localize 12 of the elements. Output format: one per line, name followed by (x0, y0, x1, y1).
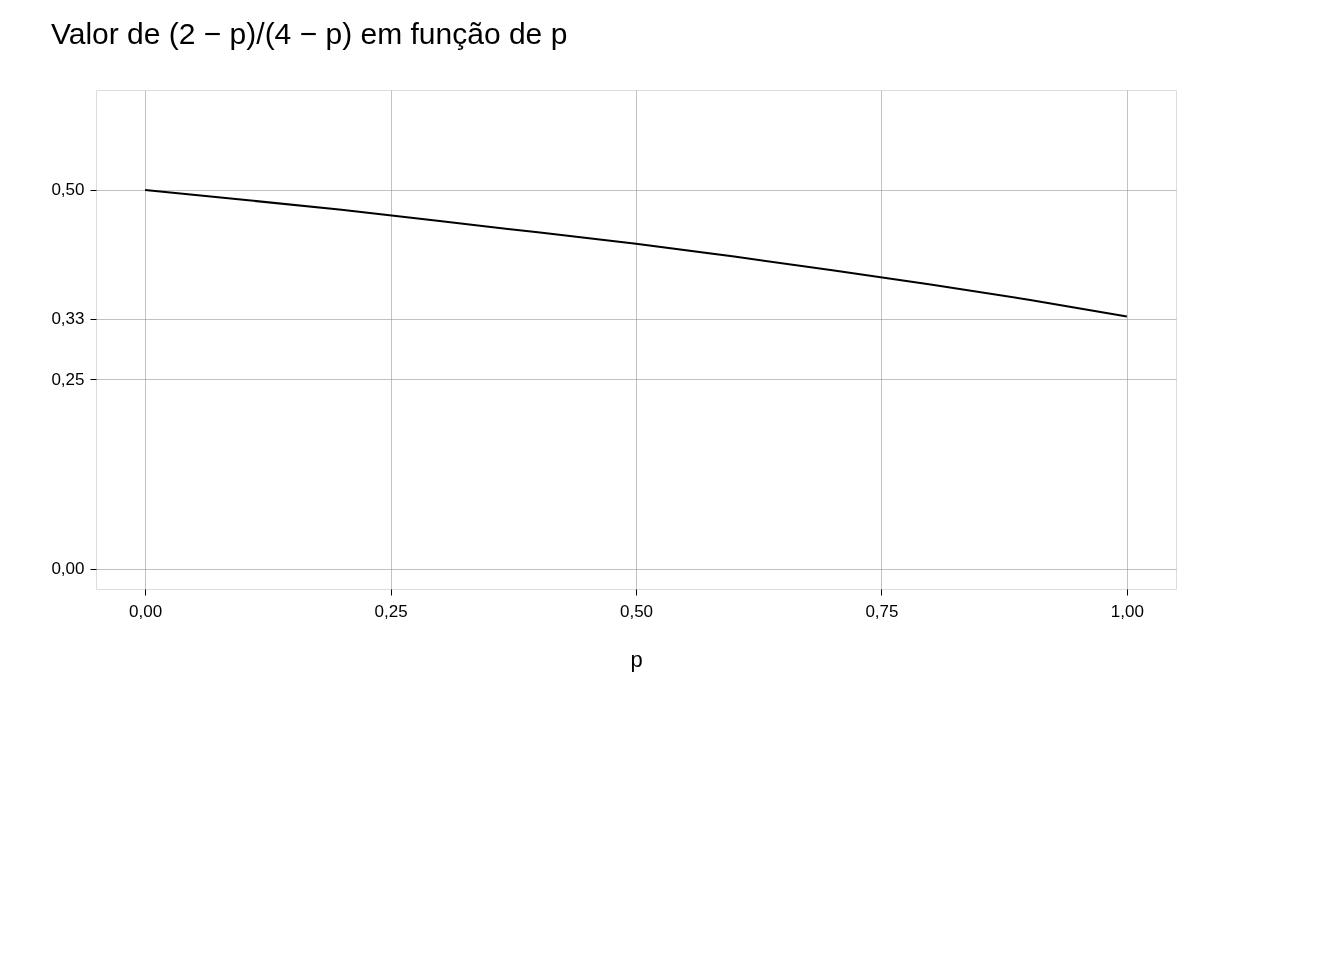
y-tick-label: 0,33 (51, 309, 85, 329)
y-tick-label: 0,25 (51, 369, 85, 389)
x-tick-label: 0,25 (374, 601, 408, 621)
x-tick-label: 0,50 (619, 601, 654, 621)
chart-title: Valor de (2 − p)/(4 − p) em função de p (50, 17, 568, 50)
y-tick-label: 0,50 (51, 180, 85, 200)
x-tick-label: 0,75 (865, 601, 899, 621)
x-tick-label: 0,00 (129, 601, 163, 621)
x-tick-label: 1,00 (1110, 601, 1144, 621)
x-axis-title: p (630, 646, 643, 672)
y-tick-label: 0,00 (51, 559, 85, 579)
line-series (144, 188, 1128, 318)
